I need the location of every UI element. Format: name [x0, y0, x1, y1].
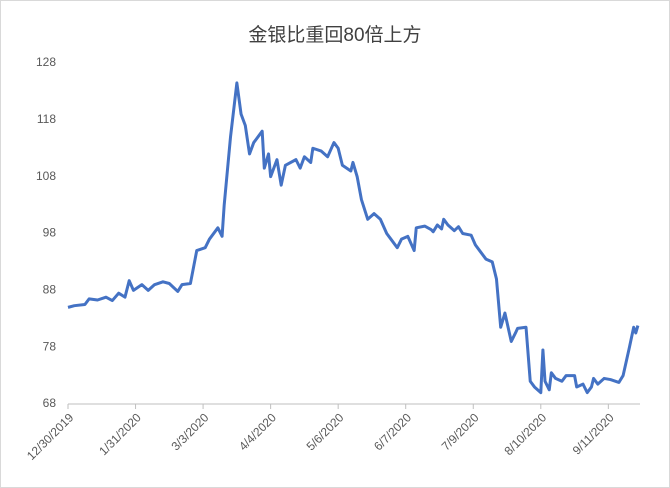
y-tick-label: 118: [37, 112, 56, 126]
y-tick-label: 78: [43, 339, 57, 353]
y-tick-label: 98: [43, 226, 57, 240]
y-tick-label: 108: [36, 169, 56, 183]
data-line: [67, 81, 640, 395]
y-tick-label: 88: [43, 283, 57, 297]
y-tick-label: 68: [43, 396, 57, 410]
chart-title: 金银比重回80倍上方: [248, 24, 421, 46]
y-tick-label: 128: [36, 55, 56, 69]
